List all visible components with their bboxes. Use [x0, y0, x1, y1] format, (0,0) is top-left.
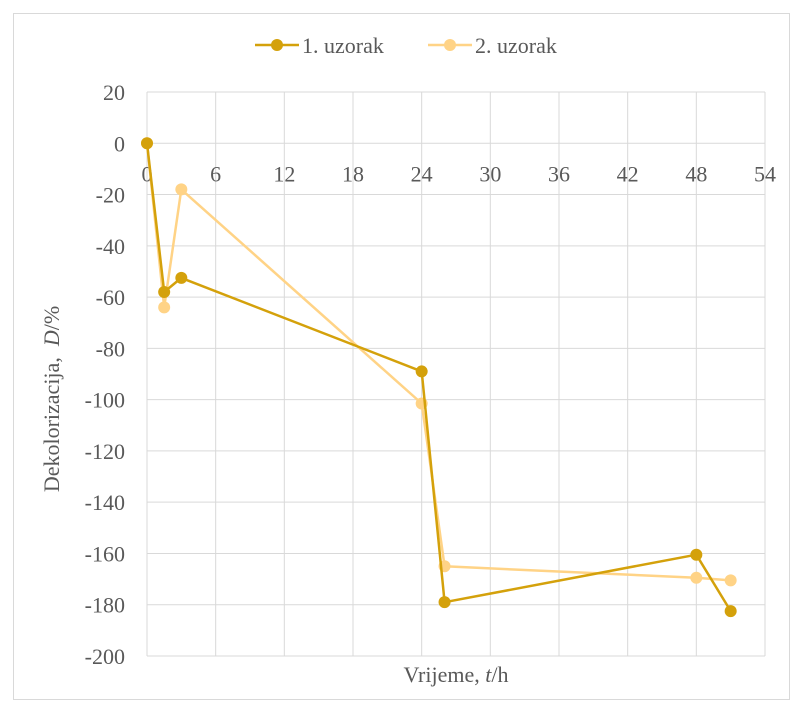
- x-tick-label: 6: [210, 161, 221, 186]
- legend-label: 2. uzorak: [475, 33, 557, 58]
- series-1-point: [141, 137, 153, 150]
- series-1: [141, 137, 737, 618]
- legend: 1. uzorak 2. uzorak: [255, 33, 557, 58]
- x-tick-labels: 0 6 12 18 24 30 36 42 48 54: [142, 161, 777, 186]
- x-axis-title: Vrijeme, t/h: [403, 662, 508, 687]
- series-1-point: [690, 548, 703, 561]
- legend-item-2: 2. uzorak: [428, 33, 557, 58]
- y-tick-label: -40: [96, 234, 125, 259]
- x-tick-label: 18: [342, 161, 364, 186]
- x-tick-label: 48: [685, 161, 707, 186]
- grid-layer: [146, 91, 766, 657]
- x-tick-label: 12: [273, 161, 295, 186]
- x-tick-label: 30: [479, 161, 501, 186]
- legend-label: 1. uzorak: [302, 33, 384, 58]
- series-1-point: [158, 285, 171, 298]
- y-tick-label: -60: [96, 285, 125, 310]
- x-tick-label: 36: [548, 161, 570, 186]
- series-2-point: [158, 301, 171, 314]
- legend-item-1: 1. uzorak: [255, 33, 384, 58]
- y-tick-label: -160: [85, 541, 125, 566]
- series-2-point: [724, 574, 737, 587]
- y-tick-label: -200: [85, 644, 125, 669]
- series-1-point: [415, 365, 428, 378]
- y-tick-label: -100: [85, 388, 125, 413]
- series-2-line: [145, 143, 731, 582]
- x-tick-label: 54: [754, 161, 776, 186]
- series-1-point: [438, 596, 451, 609]
- x-tick-label: 42: [617, 161, 639, 186]
- legend-swatch-marker: [444, 39, 456, 51]
- y-tick-labels: 20 0 -20 -40 -60 -80 -100 -120 -140 -160 -180 -200: [85, 80, 125, 669]
- x-tick-label: 0: [142, 161, 153, 186]
- chart-frame: [13, 13, 790, 700]
- x-tick-label: 24: [411, 161, 433, 186]
- y-axis-title: Dekolorizacija, D/%: [39, 306, 64, 492]
- y-tick-label: -120: [85, 439, 125, 464]
- y-tick-label: 0: [114, 131, 125, 156]
- series-2-point: [175, 183, 188, 196]
- series-2-point: [690, 571, 703, 584]
- series-2: [141, 137, 737, 587]
- legend-swatch-marker: [271, 39, 283, 51]
- y-tick-label: -180: [85, 593, 125, 618]
- series-layer: [141, 137, 737, 618]
- y-tick-label: 20: [103, 80, 125, 105]
- series-1-point: [724, 605, 737, 618]
- y-tick-label: -20: [96, 183, 125, 208]
- series-1-line: [145, 143, 732, 612]
- y-tick-label: -140: [85, 490, 125, 515]
- series-1-point: [175, 271, 188, 284]
- y-tick-label: -80: [96, 336, 125, 361]
